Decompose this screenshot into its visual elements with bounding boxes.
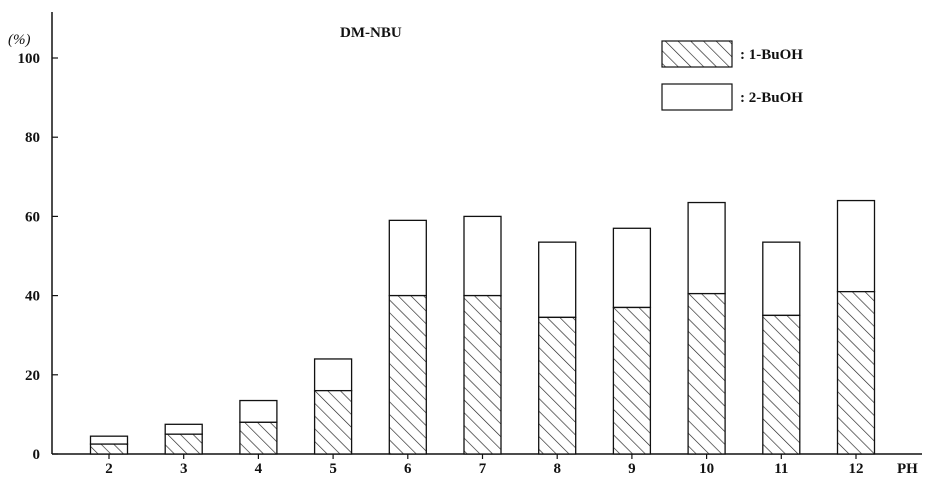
- bar-1-buoh-ph-11: [762, 314, 801, 455]
- bar-1-buoh-ph-3: [164, 433, 203, 455]
- legend-label-2-buoh: : 2-BuOH: [740, 90, 803, 106]
- bar-2-buoh-ph-3: [164, 423, 203, 435]
- bar-2-buoh-ph-5: [313, 358, 353, 392]
- x-tick-label: 10: [699, 461, 714, 477]
- bar-2-buoh-ph-6: [388, 219, 427, 297]
- legend-swatch-2-buoh: [661, 83, 733, 111]
- bar-2-buoh-ph-11: [762, 241, 801, 317]
- bar-2-buoh-ph-8: [538, 241, 577, 319]
- x-axis-label: PH: [897, 461, 918, 477]
- x-tick-label: 12: [849, 461, 864, 477]
- x-tick-label: 8: [553, 461, 561, 477]
- bar-2-buoh-ph-12: [836, 199, 876, 293]
- bar-1-buoh-ph-5: [313, 389, 353, 455]
- x-tick-label: 11: [774, 461, 788, 477]
- x-axis-tick-labels: 2 3 4 5 6 7 8 9 10 11 12: [105, 454, 864, 477]
- x-tick-label: 3: [180, 461, 188, 477]
- bar-1-buoh-ph-2: [89, 443, 129, 455]
- bars-group: [89, 199, 876, 455]
- bar-2-buoh-ph-9: [612, 227, 652, 309]
- chart-title: DM-NBU: [340, 25, 402, 41]
- bar-1-buoh-ph-8: [538, 316, 577, 455]
- y-tick-label: 40: [25, 289, 40, 305]
- x-tick-label: 2: [105, 461, 113, 477]
- y-tick-label: 80: [25, 130, 40, 146]
- bar-1-buoh-ph-12: [836, 290, 876, 455]
- y-tick-label: 0: [33, 447, 41, 463]
- x-tick-label: 5: [329, 461, 337, 477]
- y-tick-label: 100: [18, 51, 41, 67]
- bar-2-buoh-ph-7: [463, 215, 502, 297]
- bar-2-buoh-ph-4: [239, 399, 278, 423]
- bar-1-buoh-ph-4: [239, 421, 278, 455]
- legend-label-1-buoh: : 1-BuOH: [740, 47, 803, 63]
- x-tick-label: 6: [404, 461, 412, 477]
- bar-1-buoh-ph-10: [687, 292, 726, 455]
- bar-1-buoh-ph-9: [612, 306, 652, 455]
- x-tick-label: 7: [479, 461, 487, 477]
- y-tick-label: 20: [25, 368, 40, 384]
- bar-1-buoh-ph-7: [463, 294, 502, 455]
- x-tick-label: 4: [255, 461, 263, 477]
- y-tick-label: 60: [25, 209, 40, 225]
- legend: : 1-BuOH : 2-BuOH: [661, 40, 803, 111]
- bar-2-buoh-ph-2: [89, 435, 129, 445]
- bar-2-buoh-ph-10: [687, 201, 726, 295]
- bar-1-buoh-ph-6: [388, 294, 427, 455]
- legend-swatch-1-buoh: [661, 40, 733, 68]
- x-tick-label: 9: [628, 461, 636, 477]
- y-axis-ticks: 0 20 40 60 80 100: [18, 51, 58, 463]
- y-axis-unit-label: (%): [8, 32, 31, 48]
